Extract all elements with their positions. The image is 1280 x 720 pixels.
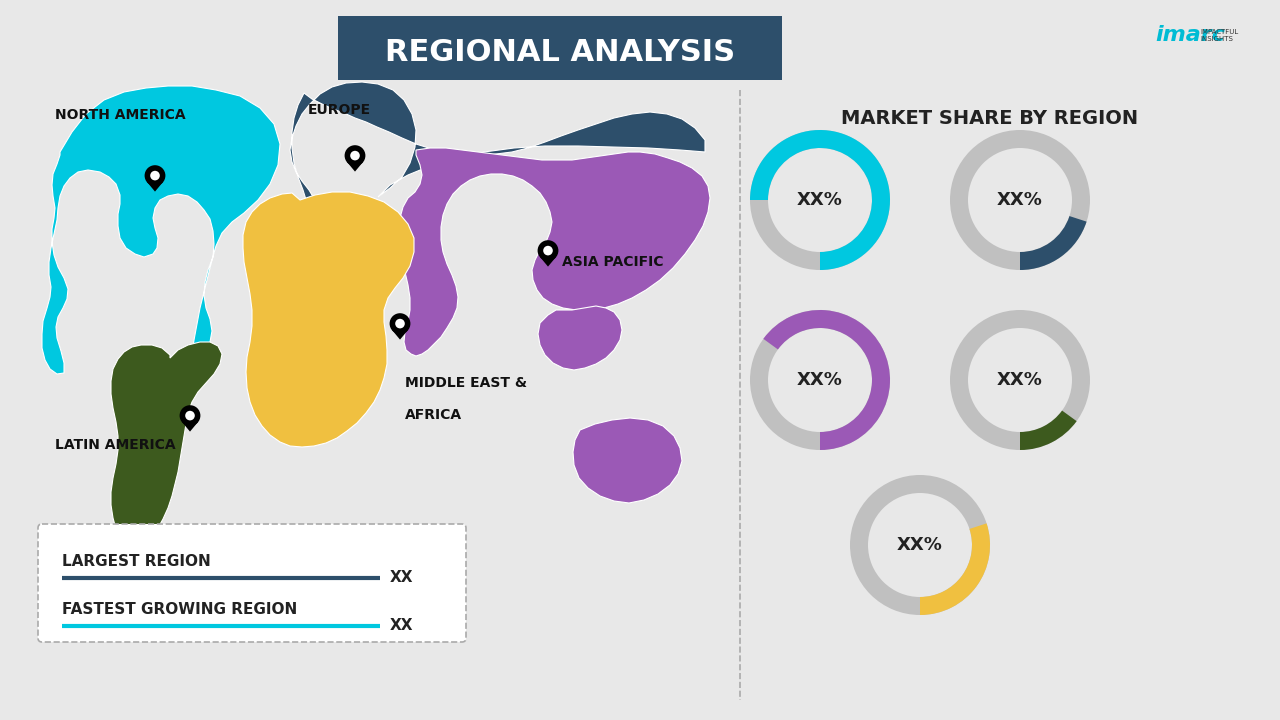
Text: NORTH AMERICA: NORTH AMERICA <box>55 108 186 122</box>
Wedge shape <box>950 310 1091 450</box>
Wedge shape <box>750 310 890 450</box>
Text: IMPACTFUL
INSIGHTS: IMPACTFUL INSIGHTS <box>1201 29 1238 42</box>
Text: XX%: XX% <box>897 536 943 554</box>
Polygon shape <box>111 342 221 547</box>
Circle shape <box>389 313 411 334</box>
Polygon shape <box>291 82 705 278</box>
Text: REGIONAL ANALYSIS: REGIONAL ANALYSIS <box>385 37 735 66</box>
Text: XX%: XX% <box>797 191 844 209</box>
Circle shape <box>344 145 365 166</box>
Circle shape <box>150 171 160 181</box>
Text: imarc: imarc <box>1155 25 1225 45</box>
Wedge shape <box>1020 216 1087 270</box>
Text: EUROPE: EUROPE <box>308 103 371 117</box>
Text: MARKET SHARE BY REGION: MARKET SHARE BY REGION <box>841 109 1139 127</box>
Wedge shape <box>850 475 989 615</box>
Wedge shape <box>750 130 890 270</box>
Circle shape <box>538 240 558 261</box>
Wedge shape <box>920 523 989 615</box>
Polygon shape <box>573 418 682 503</box>
Text: LARGEST REGION: LARGEST REGION <box>61 554 211 570</box>
FancyBboxPatch shape <box>338 16 782 80</box>
Text: XX: XX <box>390 618 413 634</box>
Text: FASTEST GROWING REGION: FASTEST GROWING REGION <box>61 603 297 618</box>
Wedge shape <box>750 130 890 270</box>
Text: ASIA PACIFIC: ASIA PACIFIC <box>562 255 663 269</box>
Circle shape <box>179 405 201 426</box>
Circle shape <box>396 319 404 328</box>
Polygon shape <box>538 306 622 370</box>
Text: XX: XX <box>390 570 413 585</box>
Text: XX%: XX% <box>997 191 1043 209</box>
Polygon shape <box>42 86 280 374</box>
Text: LATIN AMERICA: LATIN AMERICA <box>55 438 175 452</box>
Circle shape <box>186 411 195 420</box>
Wedge shape <box>763 310 890 450</box>
FancyBboxPatch shape <box>38 524 466 642</box>
Polygon shape <box>243 192 413 447</box>
Polygon shape <box>392 330 408 340</box>
Polygon shape <box>347 162 364 171</box>
Circle shape <box>543 246 553 256</box>
Wedge shape <box>1020 410 1076 450</box>
Text: XX%: XX% <box>997 371 1043 389</box>
Circle shape <box>145 165 165 186</box>
Text: XX%: XX% <box>797 371 844 389</box>
Polygon shape <box>540 257 556 266</box>
Circle shape <box>351 150 360 161</box>
Polygon shape <box>182 422 198 431</box>
Text: MIDDLE EAST &: MIDDLE EAST & <box>404 376 527 390</box>
Text: AFRICA: AFRICA <box>404 408 462 422</box>
Polygon shape <box>147 182 163 192</box>
Wedge shape <box>950 130 1091 270</box>
Polygon shape <box>399 148 710 356</box>
